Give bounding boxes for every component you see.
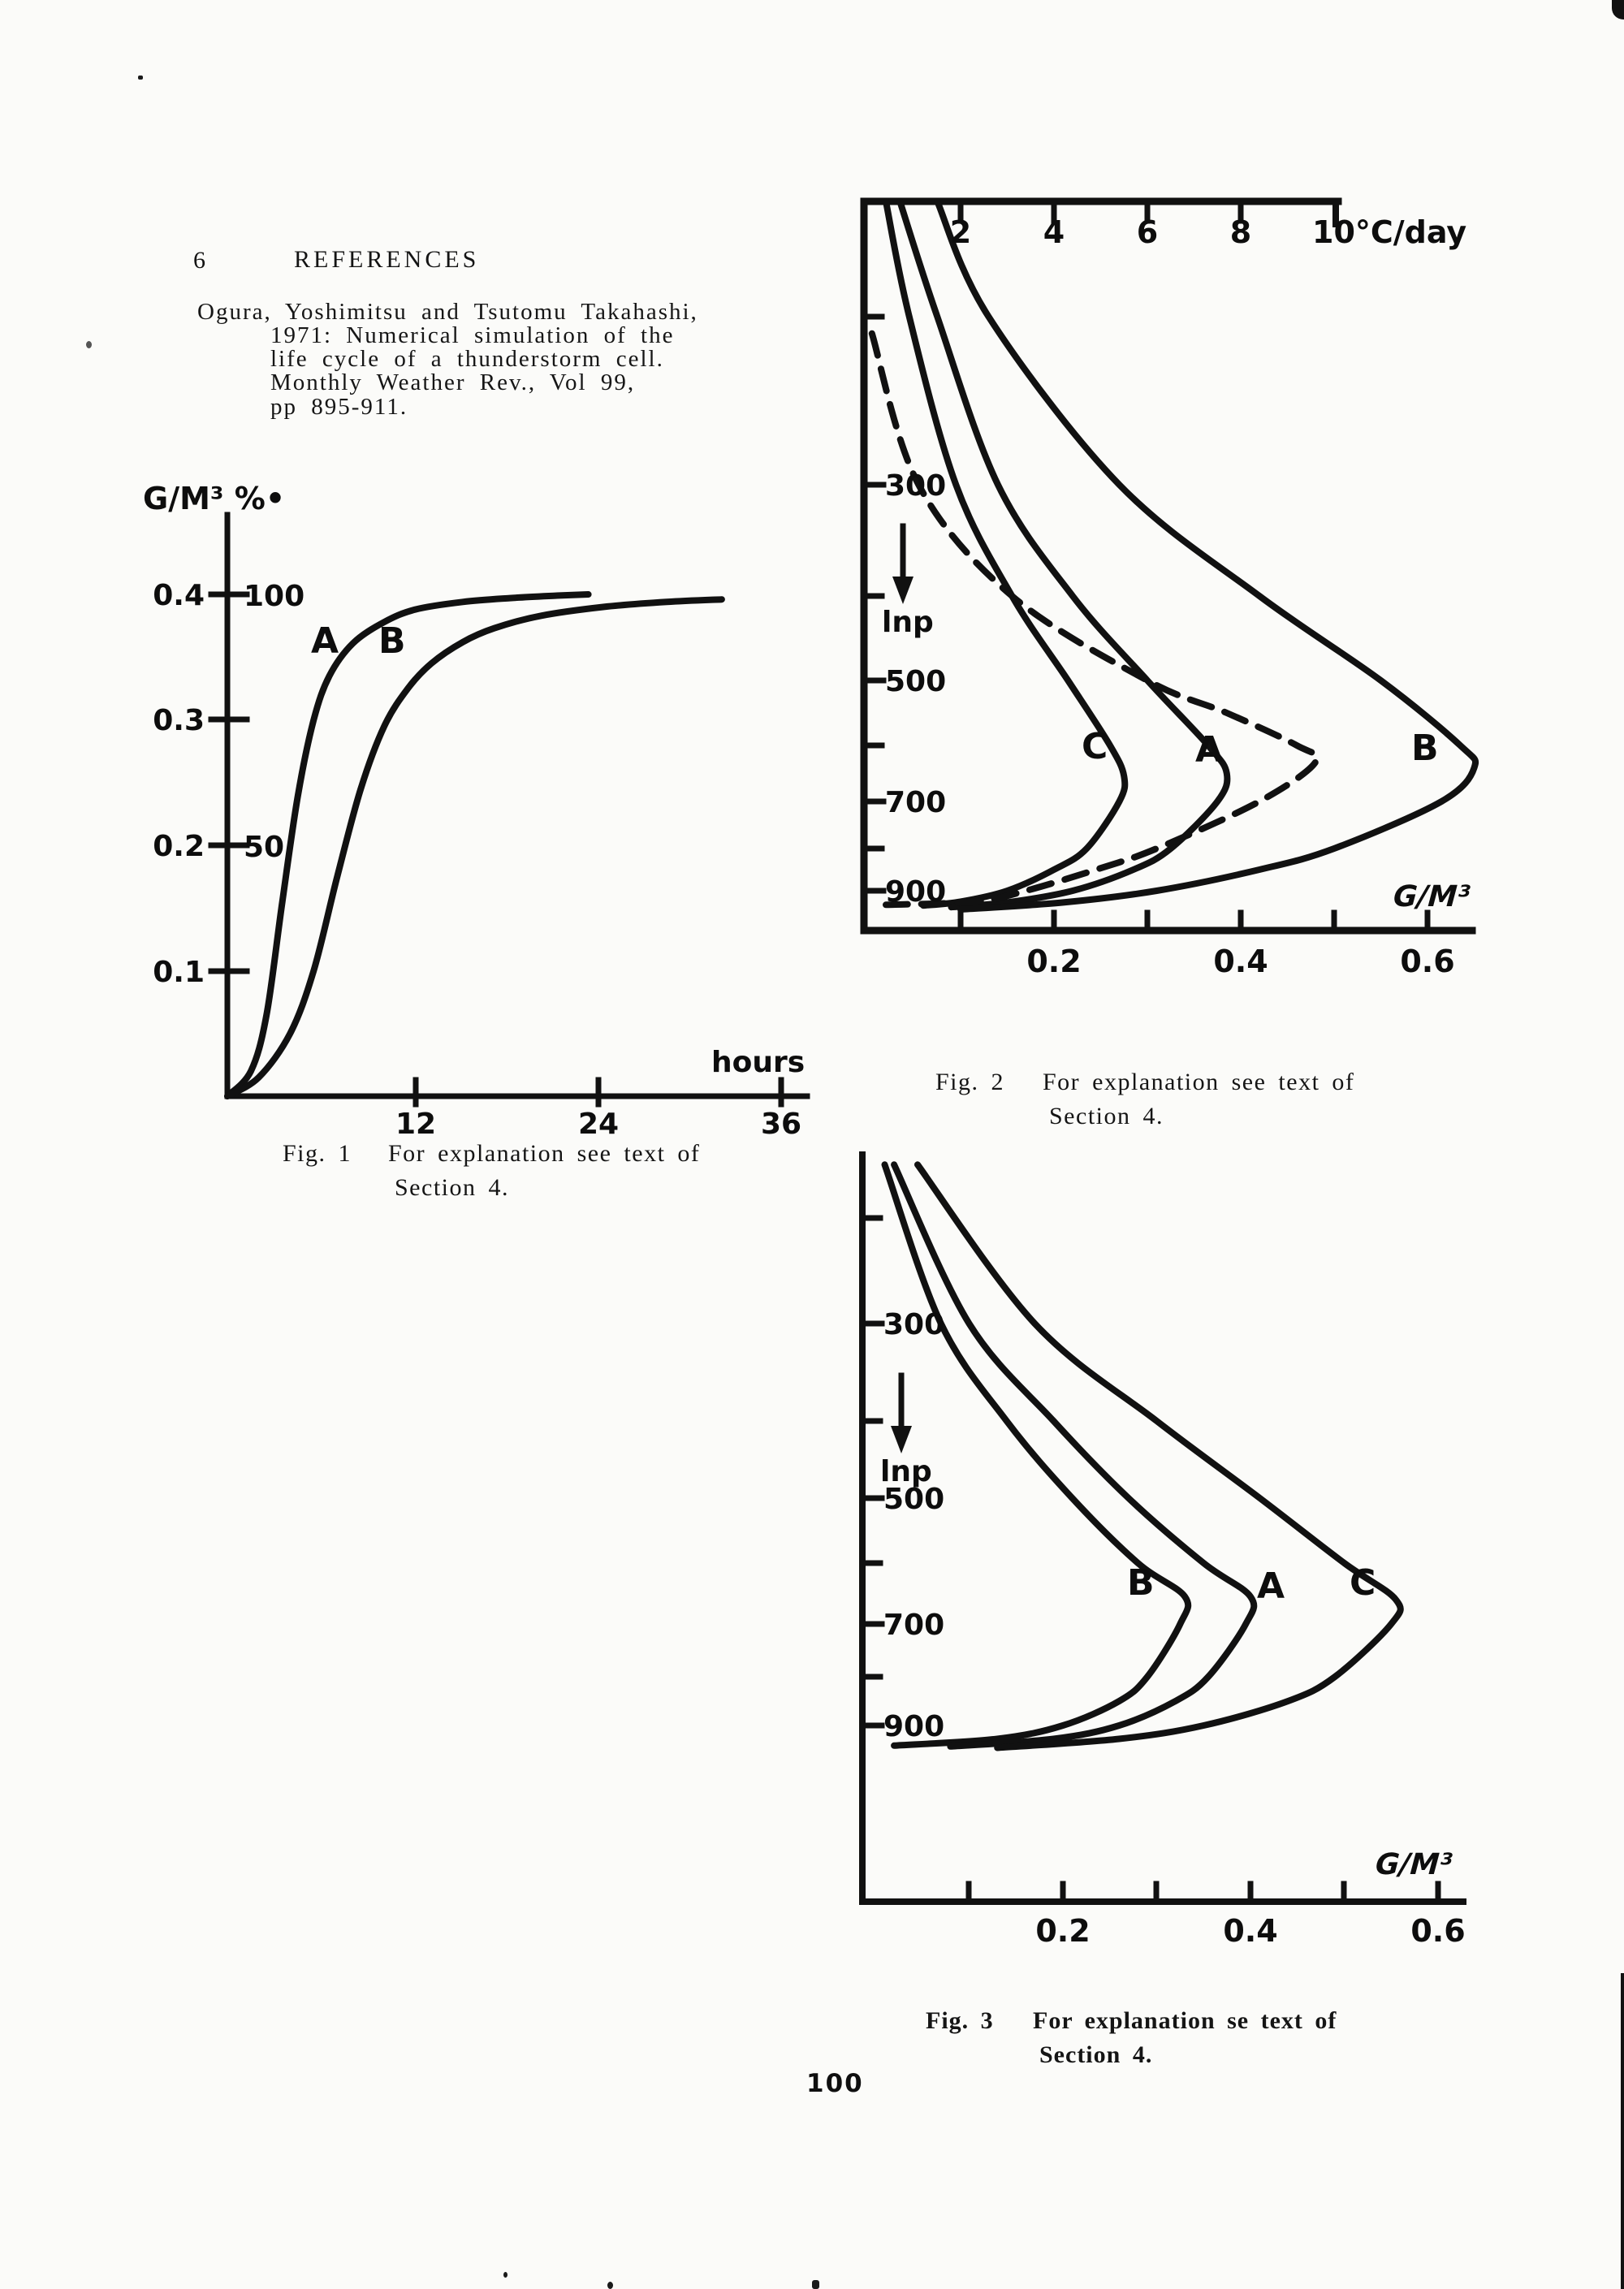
- fig3-x-axis-label: G/M³: [1374, 1848, 1453, 1881]
- fig2-top-tick-label: 4: [1043, 214, 1065, 250]
- fig3-axes: [859, 1151, 1466, 1905]
- fig2-curve-c: [883, 198, 1129, 909]
- fig3-caption-text: For explanation se text of: [1033, 2007, 1337, 2034]
- reference-line: Ogura, Yoshimitsu and Tsutomu Takahashi,: [197, 299, 698, 325]
- scan-speck: [607, 2282, 613, 2289]
- fig1-caption-text: Section 4.: [395, 1174, 509, 1201]
- scan-speck: [812, 2280, 819, 2289]
- scan-edge-line: [1621, 1973, 1624, 2289]
- fig3-curve-label-a: A: [1257, 1566, 1285, 1607]
- fig3-x-tick-label: 0.4: [1223, 1913, 1278, 1949]
- fig2-x-tick-label: 0.2: [1026, 944, 1082, 979]
- fig2-curve-label-a: A: [1195, 729, 1224, 771]
- fig3-x-tick-label: 0.6: [1410, 1913, 1466, 1949]
- scan-edge-corner: [1612, 0, 1624, 19]
- fig3-ticks: [859, 1215, 1441, 1905]
- fig2-y-tick-label: 900: [885, 875, 947, 909]
- fig2-x-tick-label: 0.6: [1400, 944, 1455, 979]
- fig2-ticks: [861, 198, 1431, 934]
- fig2-y-axis-label: lnp: [882, 606, 934, 639]
- reference-line: pp 895-911.: [270, 394, 408, 420]
- fig3-y-tick-label: 500: [883, 1483, 945, 1516]
- reference-line: Monthly Weather Rev., Vol 99,: [270, 369, 636, 395]
- section-title: REFERENCES: [294, 246, 480, 273]
- fig3-curve-b: [881, 1161, 1192, 1749]
- fig2-lnp-arrow: [892, 523, 914, 604]
- fig3-curve-label-b: B: [1127, 1562, 1155, 1604]
- fig1-caption-number: Fig. 1: [283, 1140, 352, 1167]
- reference-line: 1971: Numerical simulation of the: [270, 322, 675, 348]
- fig1-y-tick-label: 0.3: [153, 704, 205, 737]
- fig3-curve-a: [891, 1161, 1258, 1750]
- fig2-top-tick-label: 6: [1136, 214, 1159, 250]
- fig1-y-right-tick-label: 50: [244, 831, 285, 864]
- section-number: 6: [193, 247, 205, 274]
- fig1-x-tick-label: 36: [760, 1108, 802, 1141]
- fig1-curve-b: [224, 596, 725, 1099]
- fig1-curve-label-a: A: [311, 620, 339, 662]
- fig3-caption-text: Section 4.: [1039, 2041, 1153, 2068]
- fig2-caption-number: Fig. 2: [935, 1069, 1005, 1095]
- fig1-x-tick-label: 12: [395, 1108, 437, 1141]
- fig2-x-axis-label: G/M³: [1392, 880, 1471, 913]
- fig1-y-tick-label: 0.4: [153, 579, 205, 612]
- fig1-y-tick-label: 0.2: [153, 830, 205, 863]
- fig1-y-right-tick-label: 100: [244, 580, 305, 613]
- fig1-y-tick-label: 0.1: [153, 956, 205, 989]
- fig2-top-axis-label: 10°C/day: [1312, 214, 1467, 250]
- fig3-y-tick-label: 900: [883, 1710, 945, 1743]
- fig3-lnp-arrow: [891, 1372, 912, 1453]
- scan-speck: [503, 2272, 508, 2278]
- fig1-x-tick-label: 24: [577, 1108, 620, 1141]
- fig3-y-tick-label: 300: [883, 1308, 945, 1341]
- fig2-top-tick-label: 8: [1229, 214, 1252, 250]
- fig3-x-tick-label: 0.2: [1035, 1913, 1091, 1949]
- fig2-curve-a: [896, 198, 1231, 911]
- fig1-x-axis-label: hours: [711, 1046, 806, 1079]
- fig3-curve-label-c: C: [1350, 1562, 1376, 1604]
- fig2-curve-label-b: B: [1411, 728, 1439, 769]
- fig2-caption-text: For explanation see text of: [1043, 1069, 1355, 1095]
- reference-line: life cycle of a thunderstorm cell.: [270, 346, 664, 372]
- fig3-y-tick-label: 700: [883, 1609, 945, 1642]
- fig2-curve-b: [934, 198, 1479, 913]
- fig2-curve-dashed: [868, 330, 1321, 909]
- fig1-curve-label-b: B: [378, 620, 406, 662]
- fig3-curve-c: [914, 1161, 1404, 1751]
- fig2-caption-text: Section 4.: [1049, 1103, 1164, 1129]
- scan-speck: [86, 341, 92, 348]
- fig2-top-tick-label: 2: [949, 214, 972, 250]
- fig3-caption-number: Fig. 3: [926, 2007, 994, 2034]
- fig1-curve-a: [224, 591, 592, 1099]
- scan-speck: [138, 76, 143, 80]
- fig2-x-tick-label: 0.4: [1213, 944, 1268, 979]
- fig2-curve-label-c: C: [1082, 726, 1108, 767]
- fig2-y-tick-label: 300: [885, 469, 947, 503]
- fig2-axes: [860, 197, 1476, 935]
- fig2-y-tick-label: 500: [885, 665, 947, 698]
- page-number: 100: [806, 2069, 864, 2098]
- fig1-y-axis-label: G/M³ %•: [143, 481, 286, 516]
- fig2-y-tick-label: 700: [885, 786, 947, 819]
- fig3-y-axis-label: lnp: [880, 1455, 932, 1488]
- fig1-caption-text: For explanation see text of: [388, 1140, 701, 1167]
